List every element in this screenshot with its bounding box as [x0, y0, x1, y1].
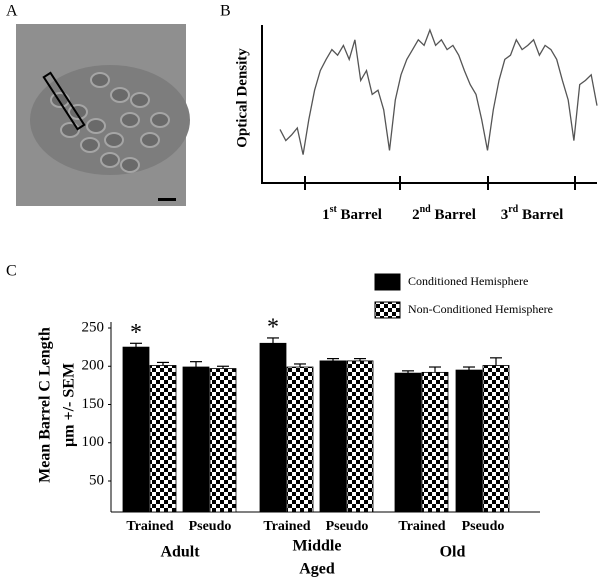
barrel-text: Barrel: [337, 207, 382, 223]
x-tick-label: Pseudo: [189, 519, 232, 534]
barrel-label: 2nd Barrel: [412, 204, 476, 223]
y-axis-label: Mean Barrel C Length: [37, 327, 54, 483]
trace: [279, 28, 598, 155]
trace-axes: [261, 25, 597, 190]
error-bar: [157, 361, 169, 366]
bar: [482, 365, 510, 513]
x-tick-label: Trained: [126, 519, 173, 534]
barrel-text: Barrel: [518, 207, 563, 223]
y-tick-label: 250: [82, 319, 105, 335]
error-bar: [294, 363, 306, 368]
bar: [259, 342, 287, 513]
group-label: Old: [440, 544, 466, 561]
barrel-number: 2: [412, 207, 420, 223]
bar: [209, 368, 237, 513]
bar: [346, 360, 374, 513]
y-axis-label: Optical Density: [234, 48, 250, 148]
barrel-text: Barrel: [431, 207, 476, 223]
barrel-label: 3rd Barrel: [501, 204, 564, 223]
x-tick-label: Trained: [263, 519, 310, 534]
bar: [319, 360, 347, 513]
group-label: Adult: [160, 544, 200, 561]
x-tick-label: Pseudo: [462, 519, 505, 534]
error-bar: [267, 337, 279, 344]
bar: [286, 366, 314, 513]
error-bar: [190, 361, 202, 368]
x-tick-label: Pseudo: [326, 519, 369, 534]
panel-label: C: [6, 263, 17, 280]
error-bar: [463, 366, 475, 371]
bar: [122, 346, 150, 513]
barrel-number: 3: [501, 207, 509, 223]
y-tick-label: 100: [82, 434, 105, 450]
error-bar: [490, 357, 502, 366]
legend-swatch: [374, 301, 401, 319]
error-bar: [402, 370, 414, 374]
barrel-suffix: st: [330, 204, 338, 215]
error-bar: [429, 366, 441, 373]
group-label: Middle: [293, 538, 342, 555]
significance-mark: *: [130, 320, 142, 346]
legend-label: Conditioned Hemisphere: [408, 274, 528, 288]
legend-swatch: [374, 273, 401, 291]
panel-label: A: [6, 3, 18, 20]
bar: [394, 372, 422, 513]
barrel-number: 1: [322, 207, 330, 223]
error-bar: [354, 358, 366, 361]
legend-label: Non-Conditioned Hemisphere: [408, 302, 553, 316]
bar: [455, 369, 483, 513]
error-bar: [217, 365, 229, 369]
bar: [421, 371, 449, 513]
panel-label: B: [220, 3, 231, 20]
y-tick-label: 200: [82, 358, 105, 374]
barrel-label: 1st Barrel: [322, 204, 382, 223]
bar: [182, 366, 210, 513]
micrograph: [16, 24, 190, 206]
y-tick-label: 50: [89, 472, 104, 488]
y-axis-label: µm +/- SEM: [61, 363, 78, 447]
group-label: Aged: [299, 561, 335, 578]
y-tick-label: 150: [82, 396, 105, 412]
error-bar: [327, 358, 339, 361]
bar: [149, 365, 177, 513]
x-tick-label: Trained: [398, 519, 445, 534]
barrel-suffix: nd: [420, 204, 432, 215]
barrel-suffix: rd: [508, 204, 518, 215]
error-bar: [130, 342, 142, 348]
significance-mark: *: [267, 314, 279, 340]
